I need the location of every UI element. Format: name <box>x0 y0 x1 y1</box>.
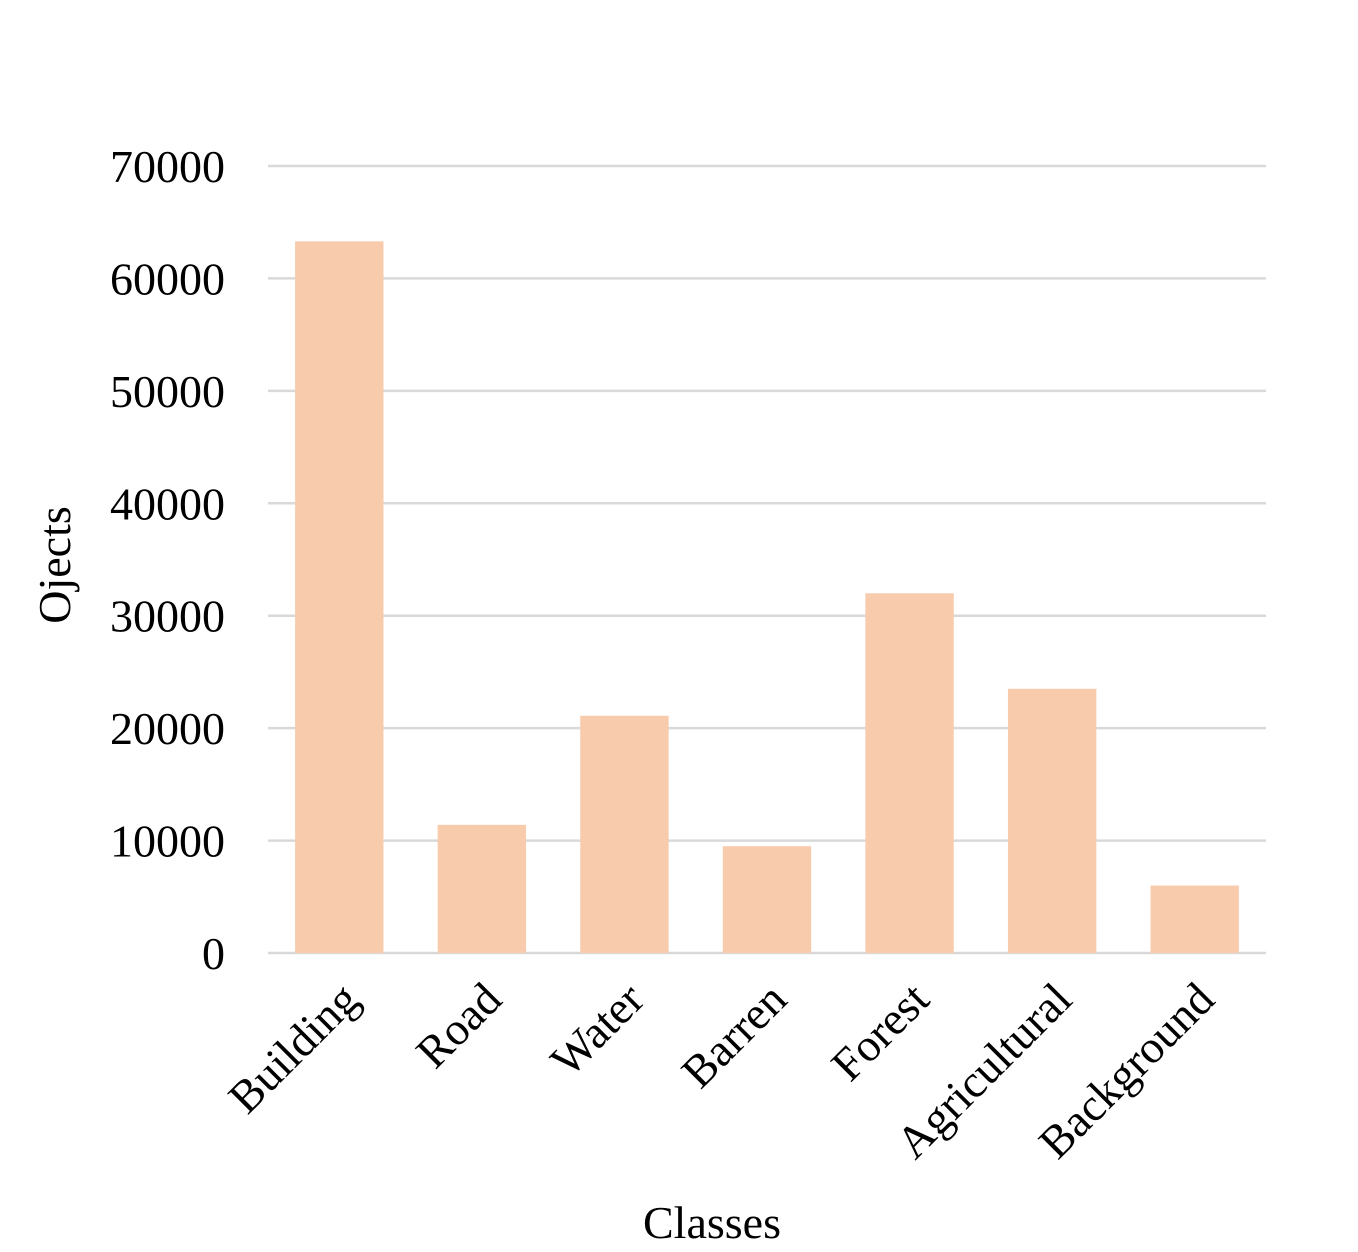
bar-water <box>580 715 669 953</box>
y-tick-label: 20000 <box>110 703 225 754</box>
bar-building <box>295 241 384 953</box>
y-tick-label: 30000 <box>110 591 225 642</box>
bar-road <box>437 824 527 953</box>
x-tick-label: Building <box>218 973 368 1123</box>
x-tick-label: Forest <box>821 973 939 1091</box>
x-tick-labels: Building Road Water Barren ForestAgricultura… <box>218 973 1223 1168</box>
x-axis-title: Classes <box>643 1197 781 1248</box>
x-tick-label: Barren <box>672 973 797 1098</box>
y-tick-label: 40000 <box>110 478 225 529</box>
y-axis-title: Ojects <box>29 506 80 624</box>
bar-barren <box>722 846 812 953</box>
x-tick-label: Water <box>541 973 654 1086</box>
y-tick-labels: 0 10000 20000 30000 40000 50000 60000 70000 <box>110 141 225 979</box>
y-tick-label: 60000 <box>110 253 225 304</box>
y-tick-label: 10000 <box>110 816 225 867</box>
y-tick-label: 0 <box>202 928 225 979</box>
y-tick-label: 70000 <box>110 141 225 192</box>
y-tick-label: 50000 <box>110 366 225 417</box>
bar-agricultural <box>1007 688 1097 953</box>
bar-background <box>1150 885 1239 953</box>
bar-forest <box>865 593 954 953</box>
x-tick-label: Road <box>406 973 511 1078</box>
bars <box>295 241 1239 953</box>
gridlines <box>268 164 1266 955</box>
